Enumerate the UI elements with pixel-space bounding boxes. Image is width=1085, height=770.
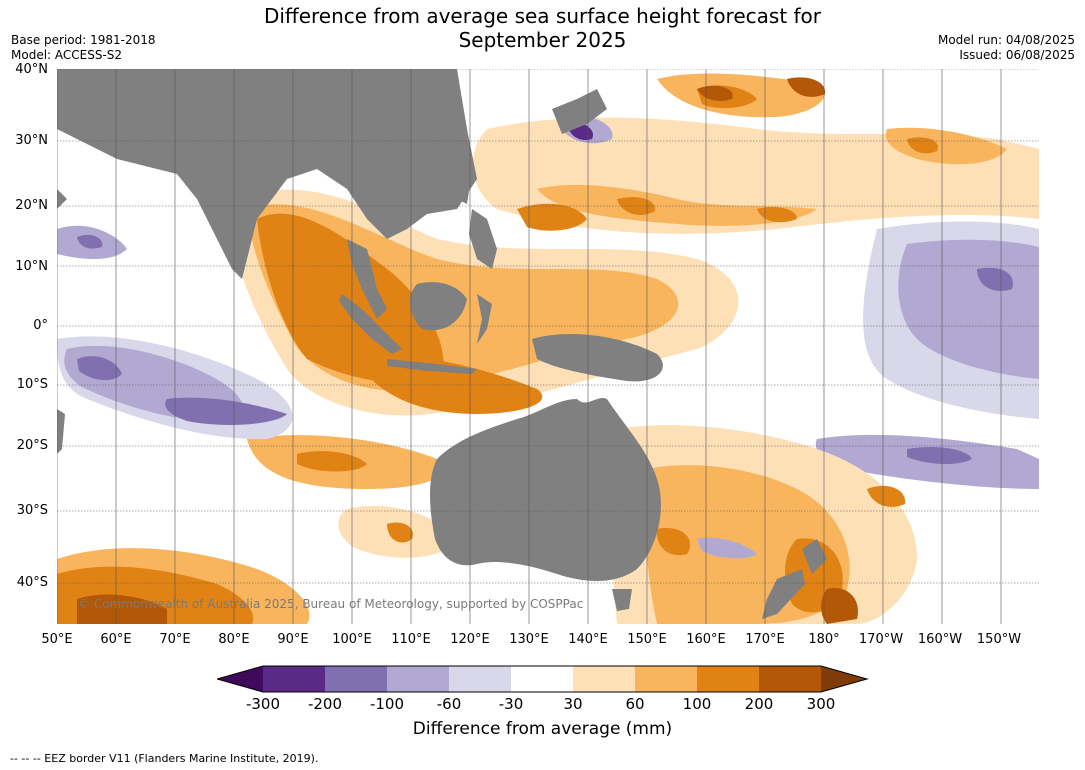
lat-label-40s: 40°S bbox=[16, 575, 48, 590]
sea-surface-height-map bbox=[57, 69, 1039, 624]
title-line-1: Difference from average sea surface heig… bbox=[263, 4, 822, 28]
colorbar-segment-100-200 bbox=[697, 666, 759, 692]
colorbar-segment-60-30 bbox=[449, 666, 511, 692]
lon-label-180: 180° bbox=[808, 632, 840, 647]
lat-label-10n: 10°N bbox=[15, 259, 48, 274]
lon-gridlines bbox=[57, 69, 1002, 624]
lat-label-30s: 30°S bbox=[16, 503, 48, 518]
lon-label-160w: 160°W bbox=[917, 632, 963, 647]
colorbar-tick: -300 bbox=[245, 695, 281, 713]
model-run: Model run: 04/08/2025 bbox=[937, 33, 1075, 47]
colorbar-tick: 100 bbox=[682, 695, 712, 713]
meta-left: Base period: 1981-2018 Model: ACCESS-S2 bbox=[11, 33, 156, 63]
lat-label-20n: 20°N bbox=[15, 198, 48, 213]
colorbar-tick: 200 bbox=[744, 695, 774, 713]
colorbar-segment-60-100 bbox=[635, 666, 697, 692]
colorbar-segment-below-300 bbox=[217, 666, 263, 692]
lon-label-170e: 170°E bbox=[745, 632, 785, 647]
lon-label-60e: 60°E bbox=[100, 632, 132, 647]
meta-right: Model run: 04/08/2025 Issued: 06/08/2025 bbox=[938, 33, 1075, 63]
lon-label-70e: 70°E bbox=[159, 632, 191, 647]
lon-label-150e: 150°E bbox=[627, 632, 667, 647]
lon-label-110e: 110°E bbox=[391, 632, 431, 647]
colorbar-segment-100-60 bbox=[387, 666, 449, 692]
colorbar-segment-200-100 bbox=[325, 666, 387, 692]
map-title: Difference from average sea surface heig… bbox=[0, 4, 1085, 52]
lon-label-90e: 90°E bbox=[277, 632, 309, 647]
lat-label-30n: 30°N bbox=[15, 133, 48, 148]
colorbar-tick: 60 bbox=[625, 695, 645, 713]
colorbar-segment-neutral bbox=[511, 666, 573, 692]
land-masses bbox=[57, 69, 827, 619]
lon-label-120e: 120°E bbox=[450, 632, 490, 647]
lat-label-0: 0° bbox=[33, 318, 48, 333]
colorbar bbox=[217, 665, 869, 693]
lat-label-40n: 40°N bbox=[15, 62, 48, 77]
colorbar-tick: 30 bbox=[563, 695, 583, 713]
colorbar-segment-200-300 bbox=[759, 666, 821, 692]
lon-label-130e: 130°E bbox=[509, 632, 549, 647]
colorbar-tick: -100 bbox=[369, 695, 405, 713]
lon-label-170w: 170°W bbox=[858, 632, 904, 647]
lon-label-150w: 150°W bbox=[976, 632, 1022, 647]
lon-label-50e: 50°E bbox=[41, 632, 73, 647]
colorbar-tick: -60 bbox=[436, 695, 462, 713]
base-period: Base period: 1981-2018 bbox=[11, 33, 156, 47]
colorbar-segment-above-300 bbox=[821, 666, 867, 692]
map-canvas bbox=[57, 69, 1039, 624]
lon-label-140e: 140°E bbox=[568, 632, 608, 647]
copyright-credit: © Commonwealth of Australia 2025, Bureau… bbox=[78, 597, 584, 611]
lon-label-160e: 160°E bbox=[686, 632, 726, 647]
colorbar-label: Difference from average (mm) bbox=[412, 719, 673, 739]
lon-label-80e: 80°E bbox=[218, 632, 250, 647]
colorbar-segment-30-60 bbox=[573, 666, 635, 692]
colorbar-outline bbox=[217, 665, 869, 693]
eez-border-note: -- -- -- EEZ border V11 (Flanders Marine… bbox=[10, 752, 319, 765]
lon-label-100e: 100°E bbox=[332, 632, 372, 647]
lat-label-10s: 10°S bbox=[16, 377, 48, 392]
model-name: Model: ACCESS-S2 bbox=[11, 48, 123, 62]
colorbar-tick: -200 bbox=[307, 695, 343, 713]
colorbar-tick: 300 bbox=[806, 695, 836, 713]
title-line-2: September 2025 bbox=[458, 28, 627, 52]
issued-date: Issued: 06/08/2025 bbox=[959, 48, 1075, 62]
colorbar-tick: -30 bbox=[498, 695, 524, 713]
colorbar-segment-300-200 bbox=[263, 666, 325, 692]
lat-label-20s: 20°S bbox=[16, 438, 48, 453]
